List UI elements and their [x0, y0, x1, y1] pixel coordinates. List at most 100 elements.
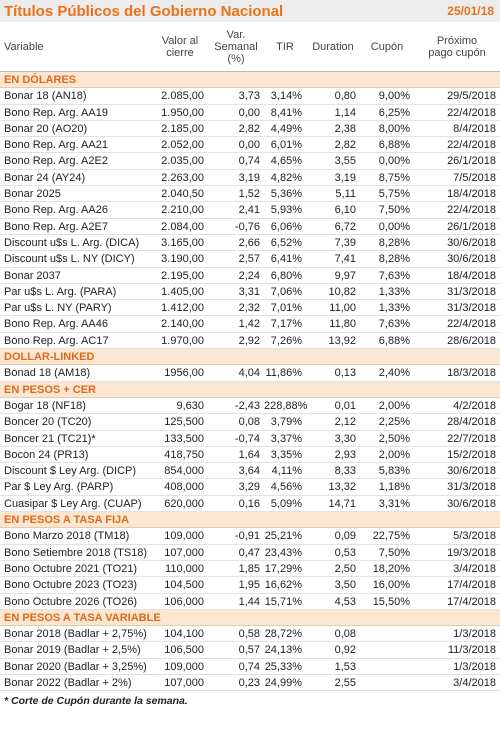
- table-cell: 109,000: [152, 659, 208, 675]
- table-cell: -0,74: [208, 431, 264, 447]
- table-cell: 133,500: [152, 431, 208, 447]
- table-cell: 0,58: [208, 626, 264, 643]
- table-cell: 6,01%: [264, 137, 306, 154]
- table-cell: 2,50: [306, 561, 360, 578]
- table-cell: -0,76: [208, 219, 264, 235]
- date: 25/01/18: [447, 4, 494, 18]
- table-cell: Discount u$s L. Arg. (DICA): [0, 235, 152, 252]
- column-header: Variable Valor al cierre Var. Semanal (%) T…: [0, 22, 500, 72]
- table-cell: 106,000: [152, 594, 208, 610]
- table-cell: 22/4/2018: [414, 137, 500, 154]
- table-cell: -2,43: [208, 398, 264, 415]
- table-cell: 109,000: [152, 528, 208, 545]
- table-cell: 17/4/2018: [414, 577, 500, 594]
- column-header-cell: Próximo pago cupón: [414, 22, 500, 71]
- table-cell: 15,71%: [264, 594, 306, 610]
- column-label: Var. Semanal (%): [214, 28, 258, 65]
- table-cell: 620,000: [152, 496, 208, 513]
- table-row: Par u$s L. Arg. (PARA) 1.405,00 3,31 7,06% 1…: [0, 284, 500, 301]
- table-cell: 3/4/2018: [414, 675, 500, 692]
- table-cell: 6,41%: [264, 251, 306, 268]
- table-cell: 2,00%: [360, 447, 414, 464]
- table-cell: 3/4/2018: [414, 561, 500, 578]
- table-cell: 4,65%: [264, 153, 306, 170]
- table-cell: 26/1/2018: [414, 153, 500, 170]
- table-cell: 0,47: [208, 545, 264, 561]
- table-cell: 2,41: [208, 202, 264, 219]
- column-label: Valor al cierre: [161, 34, 199, 59]
- table-cell: 16,62%: [264, 577, 306, 594]
- column-label: Duration: [312, 40, 354, 53]
- table-cell: 2.195,00: [152, 268, 208, 284]
- table-cell: 4,04: [208, 365, 264, 382]
- table-cell: 0,00%: [360, 153, 414, 170]
- table-cell: 3,31%: [360, 496, 414, 513]
- table-cell: 2.263,00: [152, 170, 208, 187]
- table-cell: 7,50%: [360, 545, 414, 561]
- table-cell: 31/3/2018: [414, 300, 500, 317]
- table-cell: 2,40%: [360, 365, 414, 382]
- table-cell: 0,53: [306, 545, 360, 561]
- table-row: Bonar 2020 (Badlar + 3,25%) 109,000 0,74 25…: [0, 659, 500, 675]
- table-cell: 1,95: [208, 577, 264, 594]
- table-cell: Bonar 18 (AN18): [0, 88, 152, 105]
- table-cell: 0,57: [208, 642, 264, 659]
- table-cell: 1,44: [208, 594, 264, 610]
- table-cell: 28/6/2018: [414, 333, 500, 350]
- table-cell: 6,10: [306, 202, 360, 219]
- table-cell: 5/3/2018: [414, 528, 500, 545]
- table-cell: Boncer 20 (TC20): [0, 414, 152, 431]
- table-cell: 11,86%: [264, 365, 306, 382]
- table-cell: 0,08: [306, 626, 360, 643]
- table-cell: 2.085,00: [152, 88, 208, 105]
- table-cell: 6,06%: [264, 219, 306, 235]
- table-cell: 3,55: [306, 153, 360, 170]
- table-cell: 2,57: [208, 251, 264, 268]
- table-cell: 4,53: [306, 594, 360, 610]
- table-cell: 24,99%: [264, 675, 306, 692]
- table-cell: 7,63%: [360, 316, 414, 333]
- table-cell: 18/4/2018: [414, 268, 500, 284]
- table-cell: Discount u$s L. NY (DICY): [0, 251, 152, 268]
- table-cell: 0,00: [208, 105, 264, 121]
- title: Títulos Públicos del Gobierno Nacional: [4, 2, 284, 20]
- table-cell: 3.165,00: [152, 235, 208, 252]
- table-cell: 2,00%: [360, 398, 414, 415]
- table-cell: Bonar 2022 (Badlar + 2%): [0, 675, 152, 692]
- table-cell: Bonar 2037: [0, 268, 152, 284]
- footnote: * Corte de Cupón durante la semana.: [4, 695, 188, 708]
- section-header: EN DÓLARES: [0, 72, 500, 89]
- table-cell: 8/4/2018: [414, 121, 500, 138]
- table-cell: 8,00%: [360, 121, 414, 138]
- table-cell: 31/3/2018: [414, 284, 500, 301]
- table-cell: Bono Rep. Arg. AA19: [0, 105, 152, 121]
- table-cell: 6,72: [306, 219, 360, 235]
- table-cell: 110,000: [152, 561, 208, 578]
- table-cell: 7/5/2018: [414, 170, 500, 187]
- table-row: Bono Marzo 2018 (TM18) 109,000 -0,91 25,21%…: [0, 528, 500, 545]
- table-cell: Boncer 21 (TC21)*: [0, 431, 152, 447]
- table-row: Bono Setiembre 2018 (TS18) 107,000 0,47 23,…: [0, 545, 500, 561]
- column-label: TIR: [276, 40, 294, 53]
- table-row: Bono Rep. Arg. AA21 2.052,00 0,00 6,01% 2,82…: [0, 137, 500, 154]
- table-cell: 3,35%: [264, 447, 306, 464]
- table-cell: 107,000: [152, 545, 208, 561]
- table-cell: 2,93: [306, 447, 360, 464]
- table-cell: 6,88%: [360, 333, 414, 350]
- table-cell: 7,41: [306, 251, 360, 268]
- table-cell: 8,75%: [360, 170, 414, 187]
- table-row: Bono Rep. Arg. AA46 2.140,00 1,42 7,17% 11,8…: [0, 316, 500, 333]
- table-cell: Bono Setiembre 2018 (TS18): [0, 545, 152, 561]
- table-cell: 0,00%: [360, 219, 414, 235]
- table-cell: 1,85: [208, 561, 264, 578]
- table-cell: Bono Rep. Arg. A2E7: [0, 219, 152, 235]
- table-cell: Bono Rep. Arg. AA26: [0, 202, 152, 219]
- table-row: Bocon 24 (PR13) 418,750 1,64 3,35% 2,93 2,00%…: [0, 447, 500, 464]
- empty-cell: [360, 626, 414, 643]
- table-cell: 5,36%: [264, 186, 306, 203]
- table-cell: 2,82: [208, 121, 264, 138]
- table-cell: 0,01: [306, 398, 360, 415]
- table-cell: 8,41%: [264, 105, 306, 121]
- table-cell: 3,50: [306, 577, 360, 594]
- table-cell: 7,17%: [264, 316, 306, 333]
